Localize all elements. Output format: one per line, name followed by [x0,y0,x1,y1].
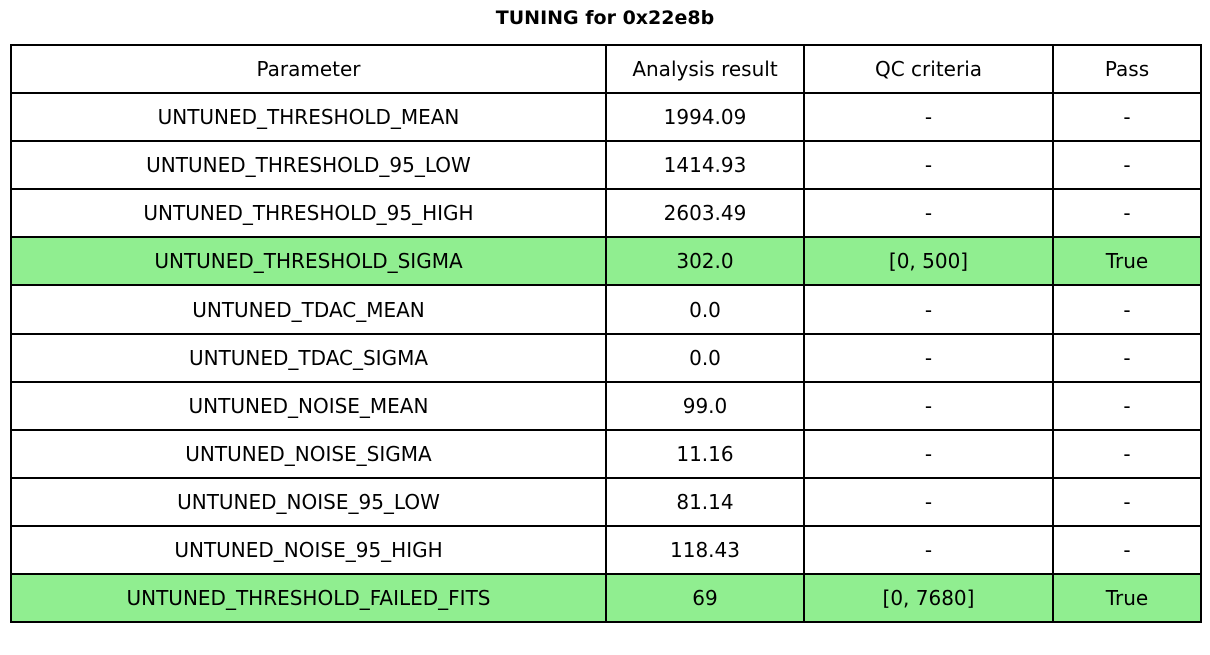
cell-qc-criteria: [0, 500] [804,237,1053,286]
cell-pass: - [1053,189,1201,238]
page-title: TUNING for 0x22e8b [495,7,715,29]
cell-qc-criteria: - [804,285,1053,334]
header-row: Parameter Analysis result QC criteria Pa… [11,45,1201,94]
table-row: UNTUNED_THRESHOLD_FAILED_FITS 69 [0, 768… [11,574,1201,623]
cell-qc-criteria: - [804,429,1053,478]
cell-parameter: UNTUNED_NOISE_SIGMA [11,429,606,478]
cell-analysis-result: 118.43 [606,525,804,575]
cell-qc-criteria: - [804,141,1053,190]
column-header-analysis-result: Analysis result [606,45,804,94]
cell-analysis-result: 1994.09 [606,93,804,142]
cell-parameter: UNTUNED_THRESHOLD_95_HIGH [11,189,606,238]
cell-qc-criteria: [0, 7680] [804,574,1053,623]
cell-parameter: UNTUNED_NOISE_MEAN [11,381,606,430]
cell-parameter: UNTUNED_THRESHOLD_95_LOW [11,141,606,190]
cell-parameter: UNTUNED_THRESHOLD_MEAN [11,93,606,142]
cell-pass: - [1053,141,1201,190]
cell-parameter: UNTUNED_TDAC_MEAN [11,285,606,334]
cell-qc-criteria: - [804,333,1053,382]
cell-pass: - [1053,333,1201,382]
cell-parameter: UNTUNED_THRESHOLD_SIGMA [11,237,606,286]
cell-parameter: UNTUNED_TDAC_SIGMA [11,333,606,382]
cell-pass: - [1053,285,1201,334]
table-row: UNTUNED_NOISE_SIGMA 11.16 - - [11,429,1201,478]
cell-qc-criteria: - [804,189,1053,238]
cell-qc-criteria: - [804,525,1053,575]
cell-analysis-result: 2603.49 [606,189,804,238]
cell-pass: True [1053,237,1201,286]
cell-pass: - [1053,93,1201,142]
cell-pass: - [1053,477,1201,526]
cell-analysis-result: 99.0 [606,381,804,430]
column-header-qc-criteria: QC criteria [804,45,1053,94]
column-header-pass: Pass [1053,45,1201,94]
table-row: UNTUNED_THRESHOLD_95_LOW 1414.93 - - [11,141,1201,190]
cell-qc-criteria: - [804,93,1053,142]
table-row: UNTUNED_NOISE_MEAN 99.0 - - [11,381,1201,430]
column-header-parameter: Parameter [11,45,606,94]
cell-pass: - [1053,429,1201,478]
table-row: UNTUNED_TDAC_SIGMA 0.0 - - [11,333,1201,382]
cell-parameter: UNTUNED_THRESHOLD_FAILED_FITS [11,574,606,623]
table-row: UNTUNED_NOISE_95_LOW 81.14 - - [11,477,1201,526]
cell-parameter: UNTUNED_NOISE_95_HIGH [11,525,606,575]
cell-pass: True [1053,574,1201,623]
cell-analysis-result: 81.14 [606,477,804,526]
table-row: UNTUNED_THRESHOLD_SIGMA 302.0 [0, 500] T… [11,237,1201,286]
tuning-qc-table: Parameter Analysis result QC criteria Pa… [10,44,1202,624]
cell-analysis-result: 0.0 [606,333,804,382]
table-row: UNTUNED_THRESHOLD_95_HIGH 2603.49 - - [11,189,1201,238]
table-row: UNTUNED_THRESHOLD_MEAN 1994.09 - - [11,93,1201,142]
cell-analysis-result: 0.0 [606,285,804,334]
cell-pass: - [1053,381,1201,430]
cell-qc-criteria: - [804,381,1053,430]
cell-analysis-result: 11.16 [606,429,804,478]
cell-parameter: UNTUNED_NOISE_95_LOW [11,477,606,526]
cell-qc-criteria: - [804,477,1053,526]
table-row: UNTUNED_TDAC_MEAN 0.0 - - [11,285,1201,334]
cell-analysis-result: 69 [606,574,804,623]
table-row: UNTUNED_NOISE_95_HIGH 118.43 - - [11,525,1201,575]
cell-analysis-result: 302.0 [606,237,804,286]
cell-pass: - [1053,525,1201,575]
cell-analysis-result: 1414.93 [606,141,804,190]
